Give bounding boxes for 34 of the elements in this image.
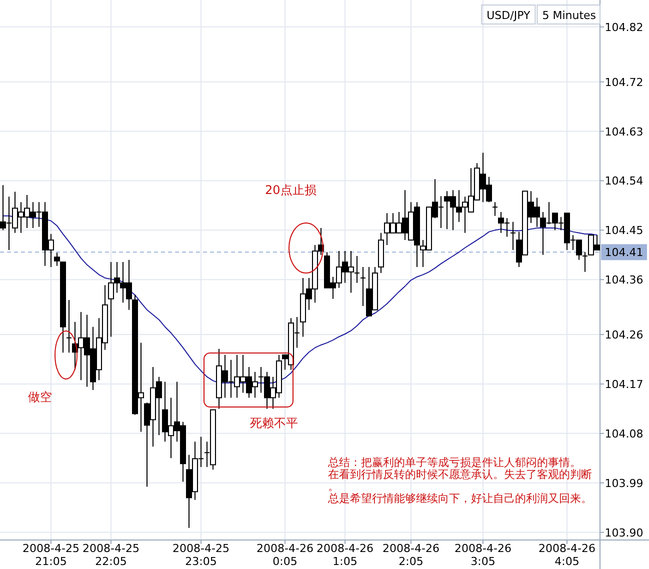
x-tick-label: 2008-4-26 2:05 xyxy=(382,542,440,568)
ref-line-label: 104.41 xyxy=(604,246,644,260)
x-tick-label: 2008-4-26 4:05 xyxy=(538,542,596,568)
candlestick xyxy=(66,299,72,354)
candlestick xyxy=(354,255,360,284)
y-tick-label: 104.54 xyxy=(604,174,644,188)
x-tick-label: 2008-4-25 22:05 xyxy=(82,542,140,568)
x-tick-label: 2008-4-26 1:05 xyxy=(316,542,374,568)
x-tick-label: 2008-4-25 23:05 xyxy=(172,542,230,568)
candlestick xyxy=(582,252,588,272)
annotation: 死赖不平 xyxy=(250,416,298,430)
x-tick-label: 2008-4-26 0:05 xyxy=(256,542,314,568)
annotation: 总结：把赢利的单子等成亏损是件让人郁闷的事情。 xyxy=(327,456,581,469)
y-tick-label: 104.45 xyxy=(604,224,644,238)
candlestick xyxy=(360,266,366,306)
title: USD/JPY 5 Minutes xyxy=(481,4,600,24)
candlestick xyxy=(54,252,60,266)
y-tick-label: 104.63 xyxy=(604,125,644,138)
y-tick-label: 104.36 xyxy=(604,274,644,287)
candlestick xyxy=(492,202,498,216)
y-tick-label: 104.72 xyxy=(604,76,644,89)
annotation: 20点止损 xyxy=(265,183,316,197)
y-tick-label: 103.90 xyxy=(604,526,644,540)
x-tick-label: 2008-4-25 21:05 xyxy=(22,542,80,568)
y-tick-label: 104.82 xyxy=(604,20,644,34)
annotation: 做空 xyxy=(28,390,52,404)
y-tick-label: 104.26 xyxy=(604,328,644,342)
y-tick-label: 104.17 xyxy=(604,378,644,391)
annotation: 在看到行情反转的时候不愿意承认。失去了客观的判断。 xyxy=(328,468,592,493)
x-tick-label: 2008-4-26 3:05 xyxy=(454,542,512,568)
y-tick-label: 103.99 xyxy=(604,476,644,490)
annotation: 总是希望行情能够继续向下，好让自己的利润又回来。 xyxy=(327,492,592,505)
candlestick xyxy=(510,221,516,250)
y-tick-label: 104.08 xyxy=(604,427,644,440)
